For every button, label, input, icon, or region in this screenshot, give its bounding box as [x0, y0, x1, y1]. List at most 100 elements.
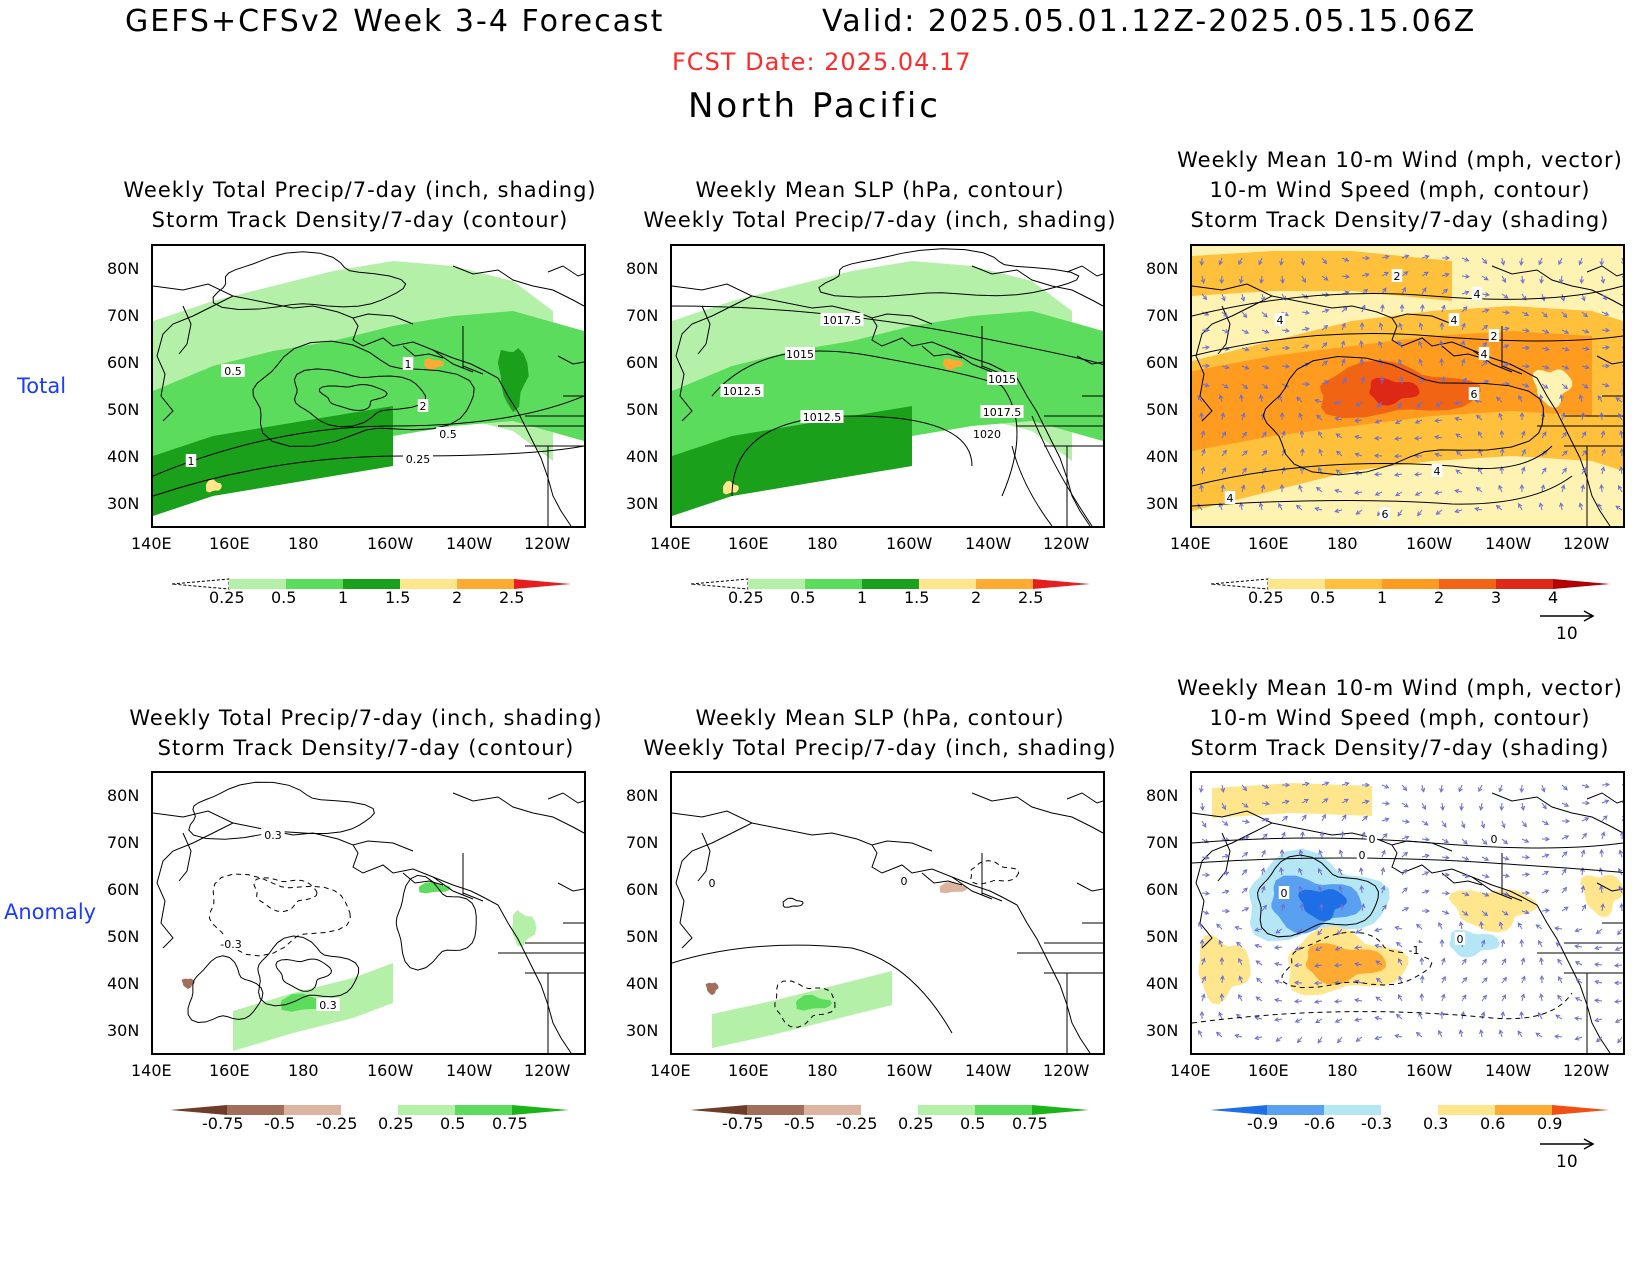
contour-label: 2 [1488, 329, 1500, 343]
wind-vector [1398, 958, 1403, 966]
wind-vector [1620, 467, 1623, 475]
lat-tick-label: 70N [626, 833, 659, 852]
coastline-segment [971, 792, 1103, 834]
wind-vector-head [1324, 380, 1330, 385]
lon-tick-label: 140E [650, 534, 691, 553]
wind-vector [1241, 485, 1245, 493]
wind-vector [1521, 873, 1530, 876]
wind-vector-head [1218, 260, 1223, 266]
wind-vector-head [1583, 384, 1589, 389]
wind-vector [1241, 413, 1245, 421]
wind-vector-head [1544, 871, 1550, 876]
wind-vector [1581, 311, 1588, 318]
wind-vector [1221, 383, 1229, 389]
wind-vector-head [1461, 322, 1466, 328]
wind-vector-head [1398, 322, 1403, 328]
wind-vector-head [1340, 340, 1346, 346]
wind-vector-head [1599, 885, 1604, 891]
state-borders [1044, 942, 1103, 1053]
wind-vector [1415, 491, 1423, 496]
wind-vector [1601, 904, 1604, 912]
wind-vector-head [1285, 363, 1291, 369]
wind-vector [1558, 257, 1563, 265]
wind-vector [1458, 784, 1463, 792]
wind-vector [1441, 273, 1449, 277]
wind-vector-head [1279, 848, 1285, 854]
wind-vector-head [1224, 346, 1230, 351]
wind-vector-head [1522, 295, 1527, 301]
wind-vector-head [1242, 786, 1248, 792]
wind-vector-head [1197, 395, 1202, 401]
wind-vector-head [1455, 433, 1461, 438]
wind-vector [1241, 907, 1249, 912]
wind-vector [1241, 293, 1245, 301]
wind-vector-head [1336, 450, 1341, 456]
wind-vector-head [1334, 416, 1340, 422]
wind-vector [1221, 784, 1224, 792]
wind-vector-head [1297, 1038, 1302, 1044]
wind-vector-head [1373, 435, 1379, 441]
wind-vector-head [1294, 1018, 1300, 1023]
colorbar-segment [919, 579, 976, 589]
coastline-segment [1192, 283, 1274, 422]
wind-vector [1398, 341, 1403, 349]
colorbar-segment [1439, 579, 1496, 589]
wind-vector-head [1464, 873, 1470, 879]
wind-vector-head [1542, 431, 1547, 437]
wind-vector-head [1404, 907, 1410, 912]
wind-vector-head [1304, 362, 1310, 368]
wind-vector-head [1221, 467, 1227, 472]
panel-title-total-precip: Weekly Total Precip/7-day (inch, shading… [123, 178, 597, 232]
wind-vector-head [1359, 884, 1365, 890]
wind-vector-head [1379, 375, 1385, 381]
wind-vector-head [1619, 902, 1623, 908]
colorbar-label: 2.5 [499, 588, 525, 607]
wind-vector-head [1219, 279, 1225, 285]
colorbar-segment [690, 1105, 747, 1115]
wind-vector [1541, 329, 1549, 334]
wind-vector-head [1220, 787, 1226, 793]
coastline-segment [951, 876, 993, 900]
wind-vector [1318, 431, 1323, 439]
wind-vector [1278, 395, 1283, 403]
wind-vector [1561, 887, 1567, 894]
wind-vector [1461, 838, 1468, 845]
wind-vector [1261, 293, 1265, 301]
wind-vector [1241, 869, 1248, 876]
wind-vector-head [1482, 360, 1488, 366]
wind-vector-head [1520, 466, 1526, 472]
colorbar-segment [1267, 1105, 1324, 1115]
wind-vector-head [1574, 944, 1580, 949]
wind-vector-head [1384, 817, 1390, 823]
contour-label-text: 0.5 [224, 365, 242, 378]
wind-vector [1480, 1030, 1483, 1038]
wind-vector-head [1604, 382, 1610, 388]
wind-vector [1521, 802, 1524, 810]
wind-vector-head [1575, 978, 1581, 983]
colorbar-label: -0.5 [264, 1114, 296, 1133]
lat-tick-label: 80N [626, 259, 659, 278]
wind-vector [1416, 1032, 1423, 1038]
wind-vector [1275, 980, 1283, 984]
wind-vector [1540, 275, 1543, 284]
wind-vector [1355, 963, 1363, 966]
wind-vector-head [1202, 295, 1208, 301]
wind-vector-head [1359, 321, 1365, 327]
wind-vector-head [1483, 324, 1489, 330]
wind-vector-head [1498, 484, 1503, 490]
wind-vector-head [1554, 926, 1559, 931]
wind-vector [1561, 450, 1568, 457]
wind-vector [1617, 928, 1623, 935]
colorbar-label: 0.5 [960, 1114, 986, 1133]
wind-vector [1501, 363, 1509, 367]
contour-label-text: 1015 [988, 373, 1016, 386]
contour-label-bg [1478, 347, 1490, 360]
wind-vector [1281, 275, 1284, 284]
wind-vector-head [1244, 907, 1250, 912]
wind-vector [1201, 383, 1209, 387]
wind-vector [1617, 1036, 1623, 1043]
wind-vector-head [1298, 484, 1303, 490]
wind-vector-head [1222, 449, 1227, 455]
wind-vector [1236, 1014, 1243, 1020]
